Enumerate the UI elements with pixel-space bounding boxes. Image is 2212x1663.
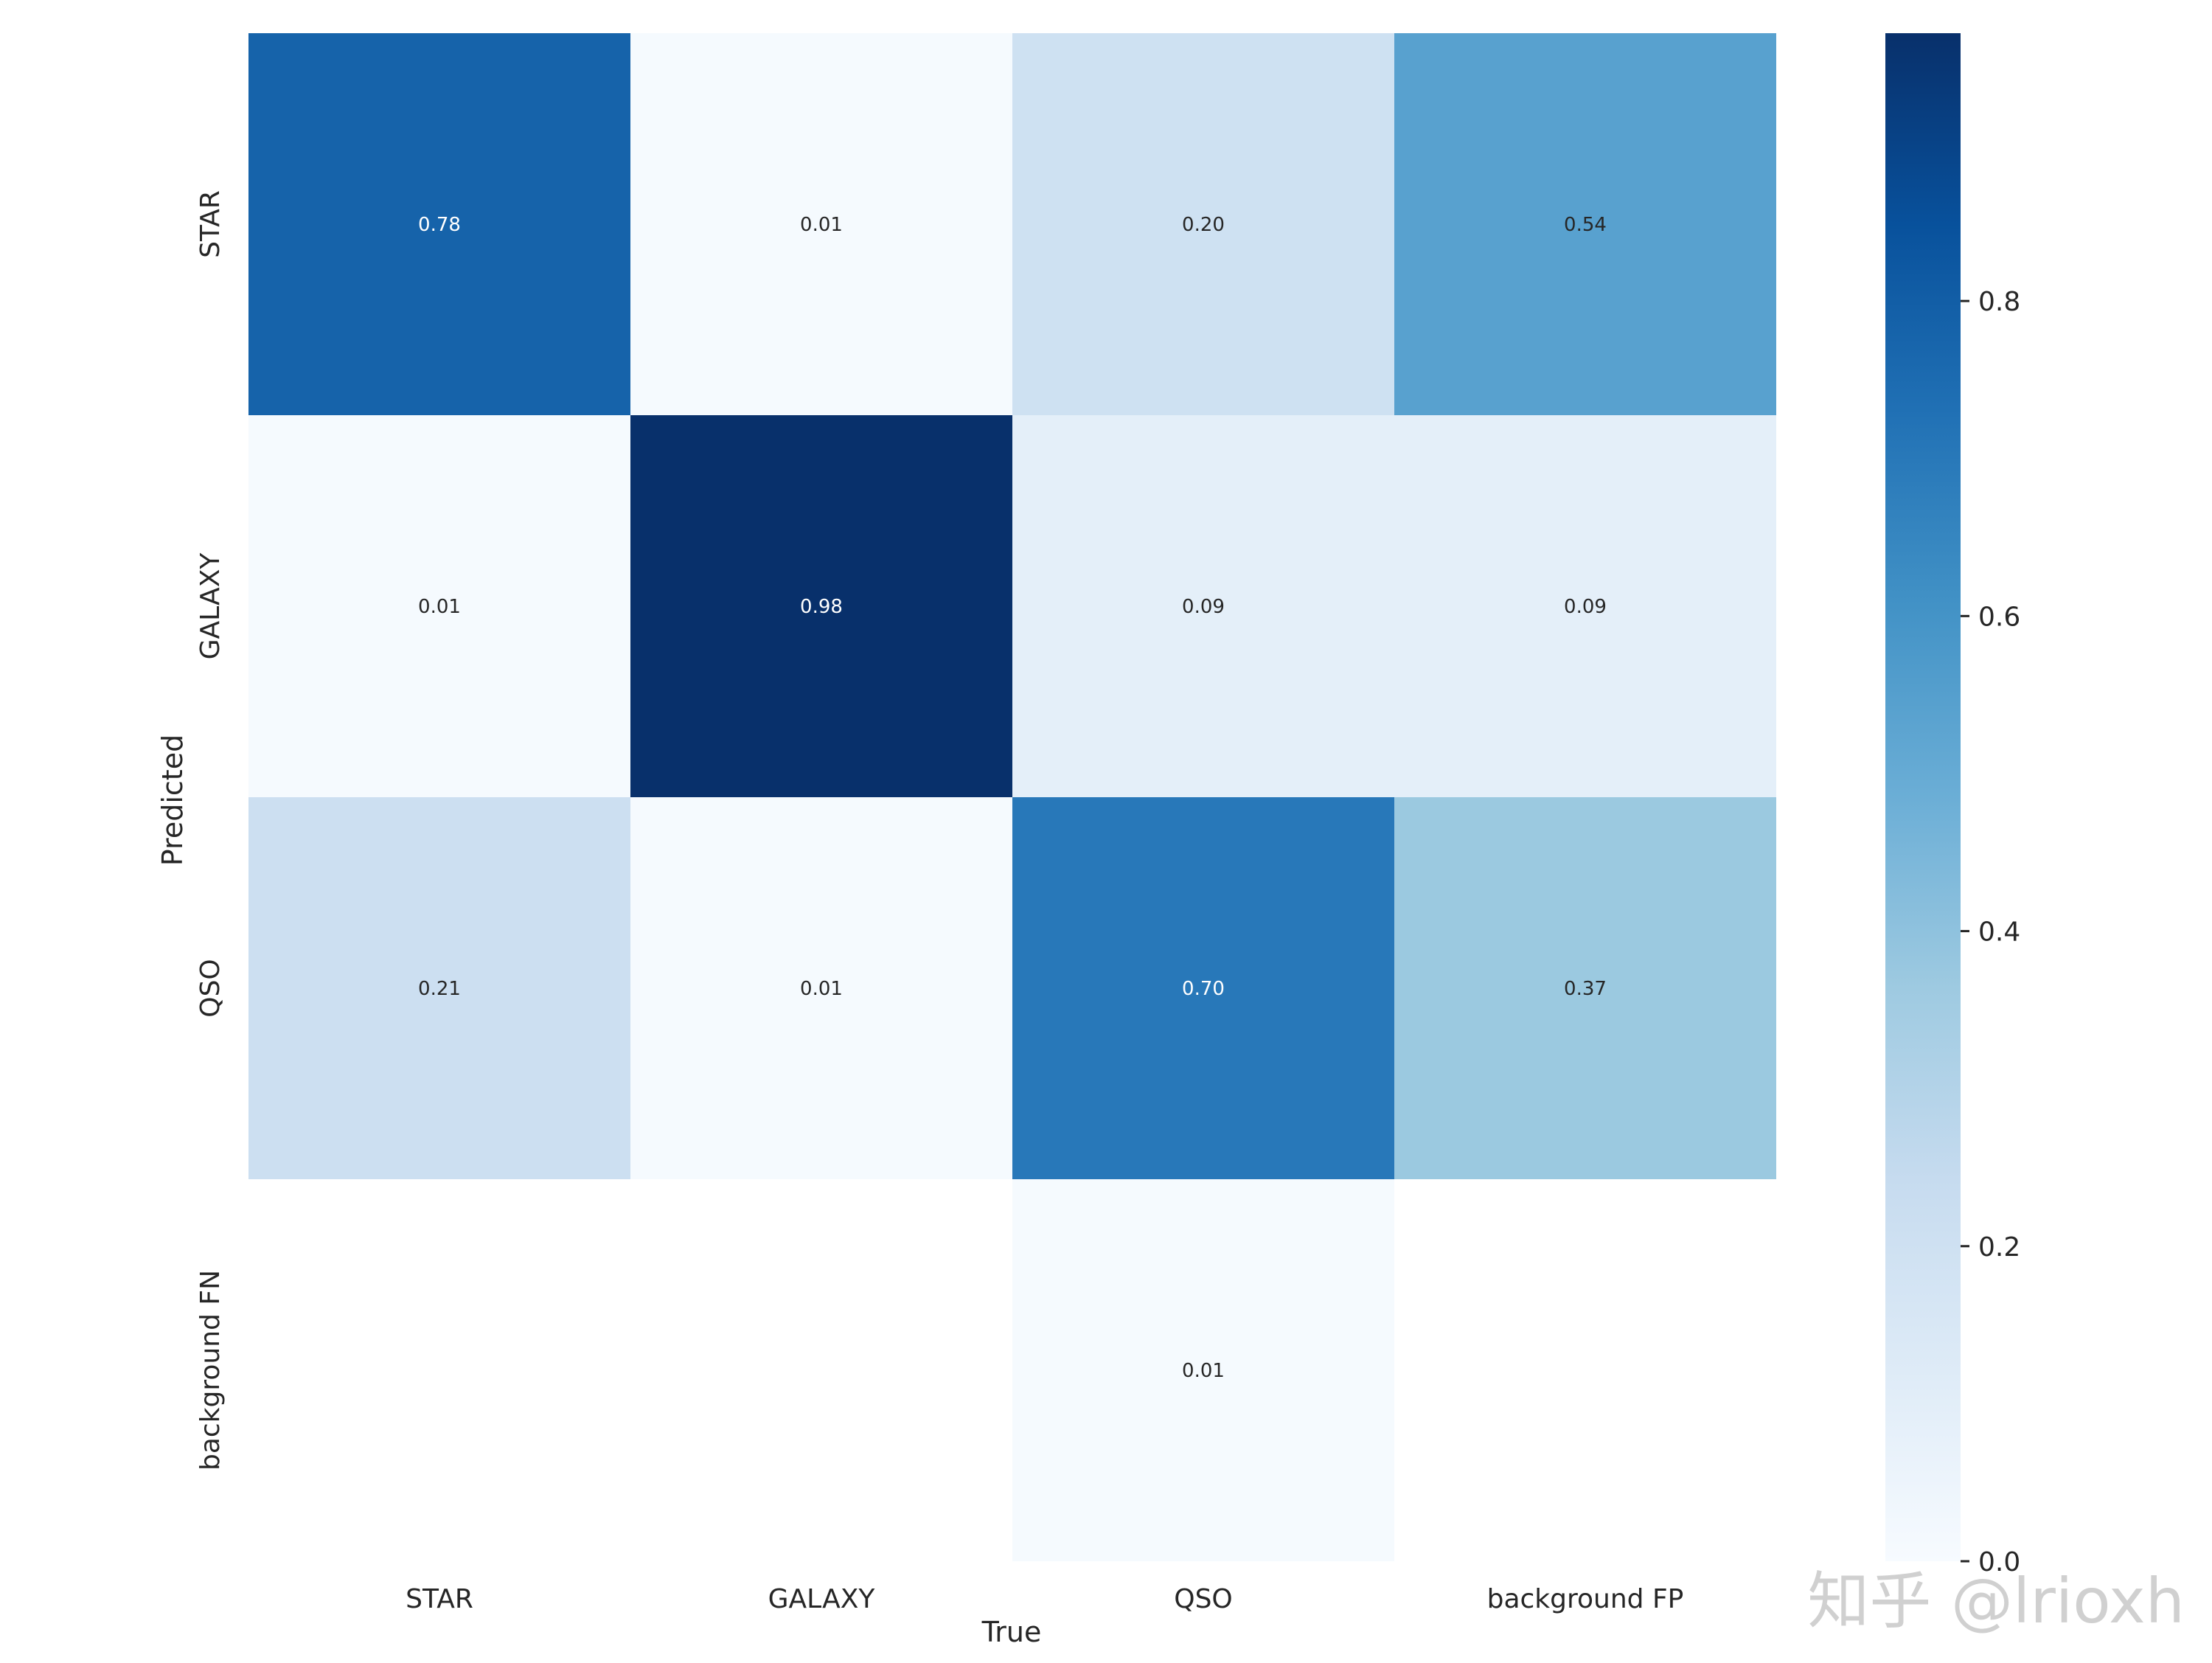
heatmap-cell [1394,797,1776,1179]
x-tick-labels: STAR GALAXY QSO background FP [406,1584,1683,1614]
cell-value-label: 0.54 [1564,214,1607,236]
heatmap-cell [248,797,630,1179]
cell-annotations: 0.78 0.01 0.20 0.54 0.01 0.98 0.09 0.09 0.21 0.01… [418,214,1607,1382]
y-tick-label: background FN [195,1270,226,1471]
heatmap-cell [1012,33,1394,415]
cell-value-label: 0.37 [1564,978,1607,1000]
heatmap-cell [1012,797,1394,1179]
x-tick-label: STAR [406,1584,473,1614]
x-axis-label: True [981,1616,1042,1648]
cell-value-label: 0.01 [800,978,843,1000]
cell-value-label: 0.20 [1182,214,1225,236]
x-tick-label: GALAXY [768,1584,876,1614]
heatmap-cells [248,33,1776,1561]
heatmap-cell [630,415,1012,797]
colorbar-tick-label: 0.6 [1978,602,2020,632]
x-tick-label: background FP [1487,1584,1684,1614]
colorbar-ticks: 0.0 0.2 0.4 0.6 0.8 [1961,287,2020,1577]
cell-value-label: 0.21 [418,978,461,1000]
cell-value-label: 0.09 [1182,596,1225,618]
colorbar-tick-label: 0.4 [1978,917,2020,948]
heatmap-cell [1394,33,1776,415]
heatmap-cell [248,415,630,797]
cell-value-label: 0.98 [800,596,843,618]
heatmap-cell [248,33,630,415]
cell-value-label: 0.01 [800,214,843,236]
heatmap-cell [630,33,1012,415]
y-tick-label: QSO [195,959,226,1018]
cell-value-label: 0.01 [418,596,461,618]
heatmap-cell [630,797,1012,1179]
colorbar-tick-label: 0.8 [1978,287,2020,317]
cell-value-label: 0.09 [1564,596,1607,618]
y-tick-label: STAR [195,190,226,258]
x-tick-label: QSO [1174,1584,1233,1614]
y-axis-label: Predicted [156,735,189,866]
watermark-text: 知乎 @lrioxh [1807,1565,2185,1637]
cell-value-label: 0.01 [1182,1360,1225,1382]
heatmap-cell [1394,415,1776,797]
y-tick-label: GALAXY [195,552,226,660]
colorbar [1885,33,1961,1561]
heatmap-cell [1012,415,1394,797]
y-tick-labels: STAR GALAXY QSO background FN [195,190,226,1471]
heatmap-cell [1012,1179,1394,1561]
cell-value-label: 0.78 [418,214,461,236]
cell-value-label: 0.70 [1182,978,1225,1000]
colorbar-tick-label: 0.2 [1978,1232,2020,1263]
colorbar-tick-label: 0.0 [1978,1547,2020,1577]
